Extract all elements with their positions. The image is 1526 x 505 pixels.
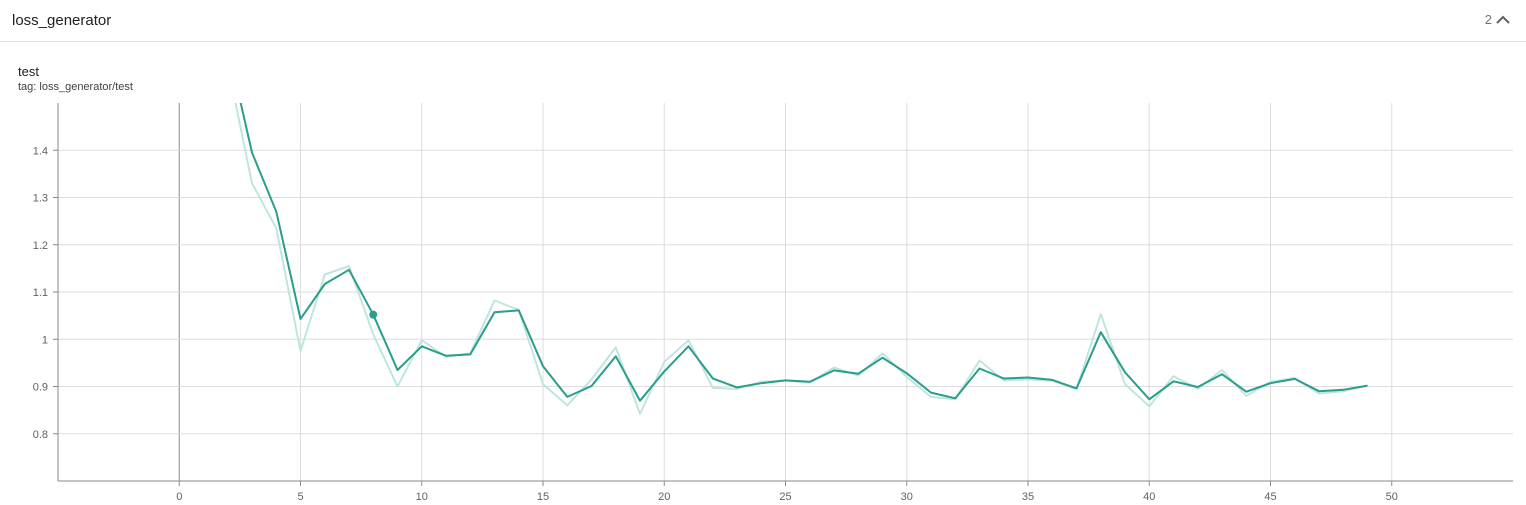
x-tick-label: 0 xyxy=(176,491,182,503)
x-tick-label: 5 xyxy=(297,491,303,503)
raw-series-line xyxy=(234,103,1368,415)
chart-tick-labels: 0 5 10 15 20 25 30 35 40 45 50 0.8 0.9 1 1.1 1.2 1.3 1.4 xyxy=(33,145,1398,503)
chart-axes xyxy=(53,103,1513,486)
run-group-header: loss_generator 2 xyxy=(0,0,1526,42)
chevron-up-icon xyxy=(1496,15,1510,24)
x-tick-label: 10 xyxy=(416,491,428,503)
group-title: loss_generator xyxy=(12,12,112,29)
y-tick-label: 0.8 xyxy=(33,429,48,441)
card-tag: tag: loss_generator/test xyxy=(18,81,133,93)
x-tick-label: 40 xyxy=(1143,491,1155,503)
y-tick-label: 1.3 xyxy=(33,193,48,205)
x-tick-label: 45 xyxy=(1264,491,1276,503)
chart-series xyxy=(234,103,1368,415)
y-tick-label: 1.2 xyxy=(33,240,48,252)
highlighted-data-point[interactable] xyxy=(369,310,378,319)
y-tick-label: 0.9 xyxy=(33,382,48,394)
x-tick-label: 20 xyxy=(658,491,670,503)
smoothed-series-line xyxy=(239,103,1368,402)
chart-grid xyxy=(58,103,1513,481)
x-tick-label: 25 xyxy=(779,491,791,503)
x-tick-label: 30 xyxy=(901,491,913,503)
x-tick-label: 35 xyxy=(1022,491,1034,503)
y-tick-label: 1 xyxy=(42,334,48,346)
collapse-button[interactable] xyxy=(1494,12,1512,28)
x-tick-label: 15 xyxy=(537,491,549,503)
x-tick-label: 50 xyxy=(1386,491,1398,503)
y-tick-label: 1.1 xyxy=(33,287,48,299)
card-title: test xyxy=(18,64,39,79)
y-tick-label: 1.4 xyxy=(33,145,48,157)
group-count-badge: 2 xyxy=(1484,12,1492,27)
